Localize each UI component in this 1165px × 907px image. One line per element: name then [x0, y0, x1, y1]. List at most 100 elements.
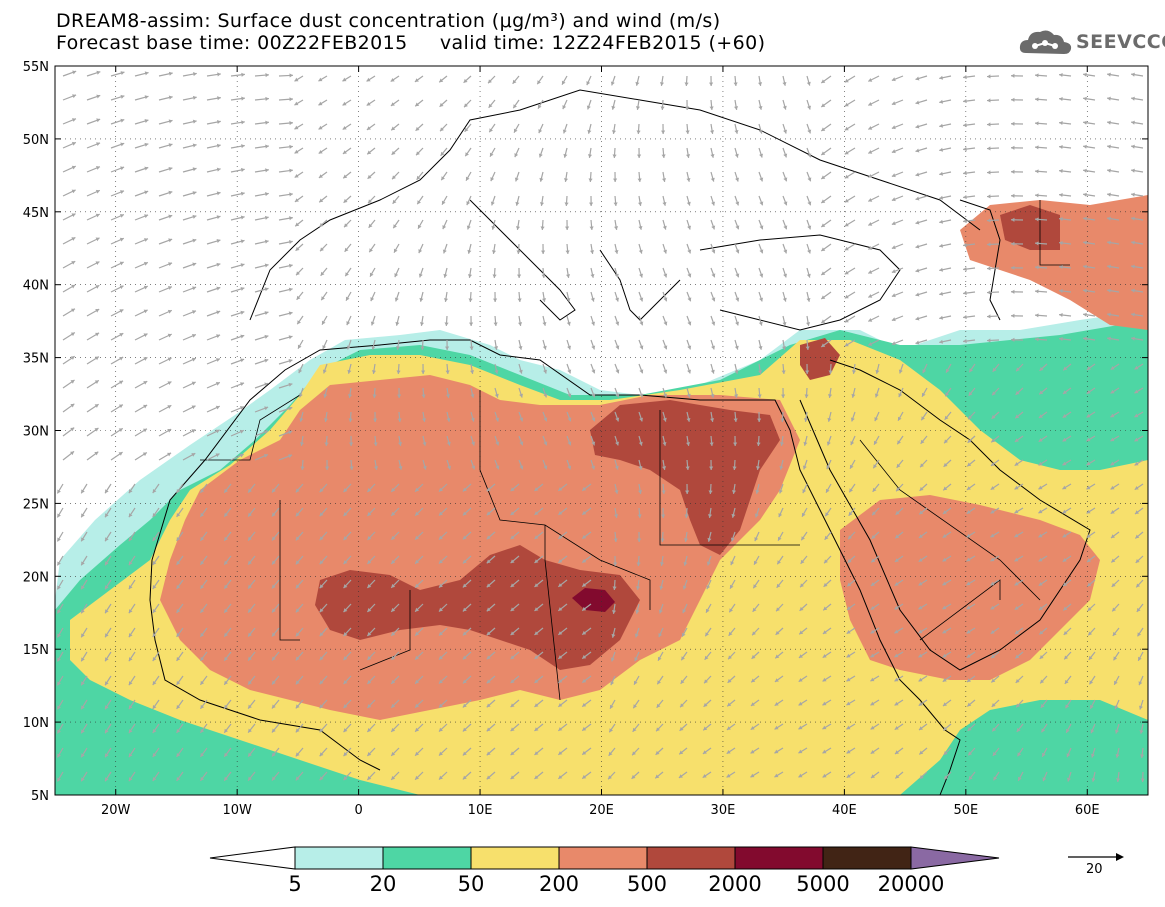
wind-arrow [537, 99, 544, 109]
wind-arrow [418, 267, 424, 278]
wind-arrow [868, 195, 880, 202]
wind-arrow [343, 195, 352, 204]
wind-arrow [230, 382, 245, 389]
wind-arrow [396, 363, 401, 375]
wind-arrow [1107, 120, 1120, 125]
wind-arrow [62, 94, 77, 101]
wind-arrow [110, 380, 124, 389]
wind-arrow [319, 243, 328, 252]
wind-arrow [782, 171, 788, 182]
wind-arrow [134, 428, 148, 437]
wind-arrow [589, 219, 594, 231]
wind-arrow [915, 75, 928, 81]
wind-arrow [414, 99, 424, 107]
wind-arrow [440, 171, 448, 181]
wind-arrow [1131, 312, 1144, 317]
wind-arrow [709, 99, 714, 111]
wind-arrow [708, 483, 713, 495]
wind-arrow [344, 267, 352, 277]
wind-arrow [614, 339, 620, 350]
country-borders [200, 200, 1070, 701]
wind-arrow [158, 143, 173, 149]
wind-arrow [891, 219, 904, 226]
wind-arrow [62, 70, 77, 77]
wind-arrow [939, 243, 952, 248]
wind-arrow [347, 387, 353, 398]
wind-arrow [298, 363, 304, 374]
wind-arrow [182, 286, 197, 293]
wind-arrow [782, 267, 788, 278]
wind-arrow [614, 363, 620, 374]
wind-arrow [422, 459, 427, 470]
wind-arrow [517, 291, 522, 303]
wind-arrow [182, 357, 197, 365]
wind-arrow [278, 454, 293, 461]
wind-arrow [891, 243, 904, 250]
wind-arrow [986, 122, 1000, 127]
map-area [55, 66, 1148, 795]
wind-arrow [868, 315, 880, 322]
wind-arrow [278, 263, 293, 269]
wind-arrow [391, 147, 400, 156]
wind-arrow [510, 483, 520, 492]
wind-arrow [968, 363, 976, 373]
wind-arrow [296, 291, 304, 301]
wind-arrow [782, 291, 787, 302]
wind-arrow [662, 411, 667, 422]
wind-arrow [590, 435, 596, 446]
wind-arrow [176, 507, 184, 518]
wind-arrow [1131, 216, 1144, 221]
wind-arrow [342, 75, 352, 82]
wind-arrow [419, 291, 424, 302]
graticule [55, 66, 1148, 795]
wind-arrow [62, 379, 75, 389]
wind-arrow [342, 123, 352, 131]
wind-arrow [110, 309, 124, 317]
wind-arrow [684, 507, 689, 519]
colorbar-low-triangle [209, 846, 296, 870]
wind-arrow [943, 435, 952, 444]
wind-arrow [1110, 411, 1120, 418]
wind-arrow [1134, 435, 1144, 442]
wind-arrow [939, 147, 952, 152]
wind-arrow [347, 363, 352, 374]
wind-arrow [466, 219, 472, 230]
wind-arrow [470, 387, 475, 398]
wind-arrow [590, 243, 595, 254]
wind-arrow [199, 507, 208, 518]
wind-arrow [534, 483, 544, 492]
wind-arrow [345, 291, 352, 301]
wind-arrow [1131, 96, 1144, 101]
wind-arrow [414, 483, 424, 493]
wind-arrow [898, 387, 904, 398]
wind-arrow [254, 96, 269, 101]
wind-arrow [158, 238, 173, 245]
wind-arrow [182, 191, 197, 197]
wind-arrow [707, 507, 713, 518]
wind-arrow [662, 435, 667, 446]
colorbar-box [294, 846, 384, 870]
wind-arrow [566, 291, 571, 302]
wind-arrow [637, 507, 642, 519]
wind-arrow [417, 219, 424, 229]
wind-arrow [758, 315, 763, 326]
wind-arrow [62, 284, 76, 293]
wind-arrow [782, 147, 788, 158]
wind-arrow [868, 291, 880, 298]
wind-arrow [206, 358, 221, 365]
wind-arrow [110, 451, 123, 461]
wind-arrow [801, 507, 808, 517]
wind-arrow [1131, 240, 1144, 245]
wind-arrow [518, 363, 523, 374]
wind-arrow [158, 71, 173, 77]
wind-arrow [439, 123, 448, 132]
wind-arrow [851, 363, 857, 374]
border [919, 579, 1001, 641]
wind-arrow [758, 195, 764, 206]
wind-arrow [128, 507, 136, 518]
wind-arrow [254, 215, 269, 221]
wind-arrow [393, 243, 400, 253]
wind-arrow [223, 507, 232, 518]
wind-arrow [710, 411, 715, 422]
wind-arrow [398, 459, 403, 470]
